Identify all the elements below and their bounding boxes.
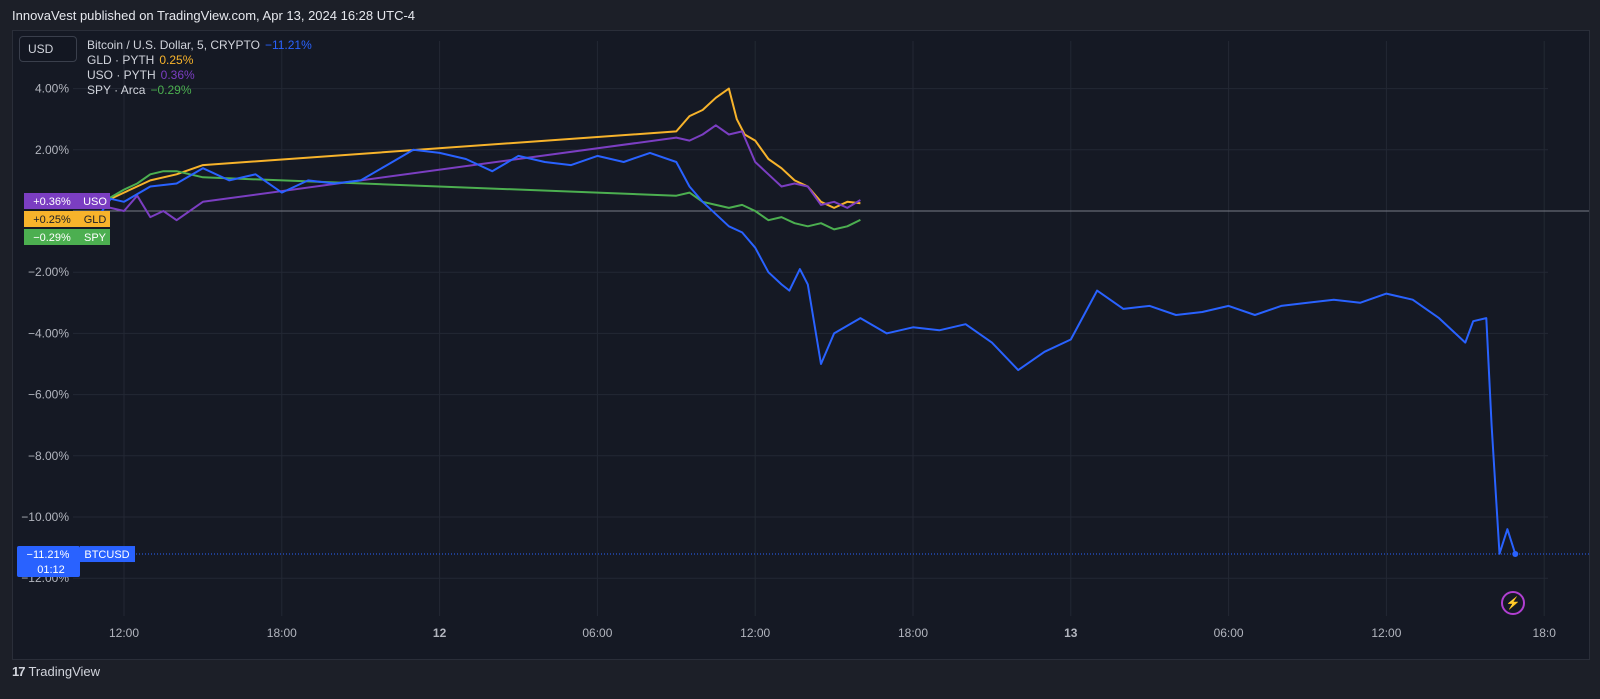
y-tick-label: −4.00% <box>28 326 69 340</box>
y-tick-label: 4.00% <box>35 82 69 96</box>
axis-tag-value-bg <box>24 229 80 245</box>
axis-tag-name-bg <box>80 546 135 563</box>
series-line-btcusd <box>96 148 1517 555</box>
axis-tag-uso: +0.36% USO <box>24 193 110 209</box>
footer-label: TradingView <box>28 663 101 679</box>
y-tick-label: −8.00% <box>28 449 69 463</box>
legend-row-gld[interactable]: GLD · PYTH 0.25% <box>87 53 312 68</box>
legend-row-spy[interactable]: SPY · Arca −0.29% <box>87 83 312 98</box>
legend-row-btcusd[interactable]: Bitcoin / U.S. Dollar, 5, CRYPTO −11.21% <box>87 38 312 53</box>
legend: Bitcoin / U.S. Dollar, 5, CRYPTO −11.21% G… <box>87 38 312 98</box>
legend-series-name: USO · PYTH <box>87 68 156 82</box>
footer: 17 TradingView <box>12 659 100 683</box>
y-tick-label: 2.00% <box>35 143 69 157</box>
series-line-spy <box>97 170 861 231</box>
axis-tag-value: −0.29% <box>33 232 71 244</box>
legend-series-name: SPY · Arca <box>87 83 146 97</box>
axis-tag-value-bg <box>17 546 80 578</box>
axis-tag-btcusd: −11.21% 01:12 BTCUSD <box>17 546 135 578</box>
y-tick-label: −6.00% <box>28 388 69 402</box>
x-tick-label: 06:00 <box>582 626 612 640</box>
tradingview-logo-icon: 17 <box>12 663 26 679</box>
legend-series-value: −11.21% <box>264 38 312 52</box>
legend-series-value: −0.29% <box>150 83 192 97</box>
publisher-header: InnovaVest published on TradingView.com,… <box>12 8 416 23</box>
lightning-icon[interactable]: ⚡ <box>1501 591 1525 615</box>
legend-series-value: 0.25% <box>159 53 194 67</box>
x-tick-label: 18:00 <box>898 626 928 640</box>
axis-tag-name: SPY <box>84 232 107 244</box>
x-tick-label: 12:00 <box>109 626 139 640</box>
legend-series-name: Bitcoin / U.S. Dollar, 5, CRYPTO <box>87 38 260 52</box>
x-tick-label: 18:0 <box>1533 626 1557 640</box>
currency-button[interactable]: USD <box>19 36 77 62</box>
axis-tag-name: USO <box>83 196 107 208</box>
x-tick-label: 13 <box>1064 626 1078 640</box>
axis-tag-value-bg <box>24 211 80 227</box>
axis-tag-value-bg <box>24 193 80 209</box>
series-line-gld <box>97 87 861 209</box>
legend-row-uso[interactable]: USO · PYTH 0.36% <box>87 68 312 83</box>
legend-series-value: 0.36% <box>160 68 195 82</box>
axis-tag-name: BTCUSD <box>84 549 129 561</box>
btc-last-point <box>1512 551 1519 558</box>
y-tick-label: −10.00% <box>21 510 69 524</box>
axis-tag-name: GLD <box>84 214 107 226</box>
chart-plot[interactable]: 4.00% 2.00% −2.00% −4.00% −6.00% −8.00% −10.00… <box>13 31 1589 659</box>
axis-tag-name-bg <box>80 211 110 227</box>
x-tick-label: 12 <box>433 626 447 640</box>
axis-tag-time: 01:12 <box>37 564 65 576</box>
axis-tag-gld: +0.25% GLD <box>24 211 110 227</box>
axis-tag-value: +0.25% <box>33 214 71 226</box>
chart-panel[interactable]: 4.00% 2.00% −2.00% −4.00% −6.00% −8.00% −10.00… <box>12 30 1590 660</box>
axis-tag-value: −11.21% <box>27 549 70 561</box>
x-tick-label: 12:00 <box>740 626 770 640</box>
x-tick-label: 18:00 <box>267 626 297 640</box>
axis-tag-spy: −0.29% SPY <box>24 229 110 245</box>
x-tick-label: 12:00 <box>1371 626 1401 640</box>
axis-tag-name-bg <box>80 193 110 209</box>
axis-tag-value: +0.36% <box>33 196 71 208</box>
legend-series-name: GLD · PYTH <box>87 53 155 67</box>
y-tick-label: −2.00% <box>28 265 69 279</box>
x-tick-label: 06:00 <box>1214 626 1244 640</box>
axis-tag-name-bg <box>80 229 110 245</box>
series-line-uso <box>97 124 861 222</box>
